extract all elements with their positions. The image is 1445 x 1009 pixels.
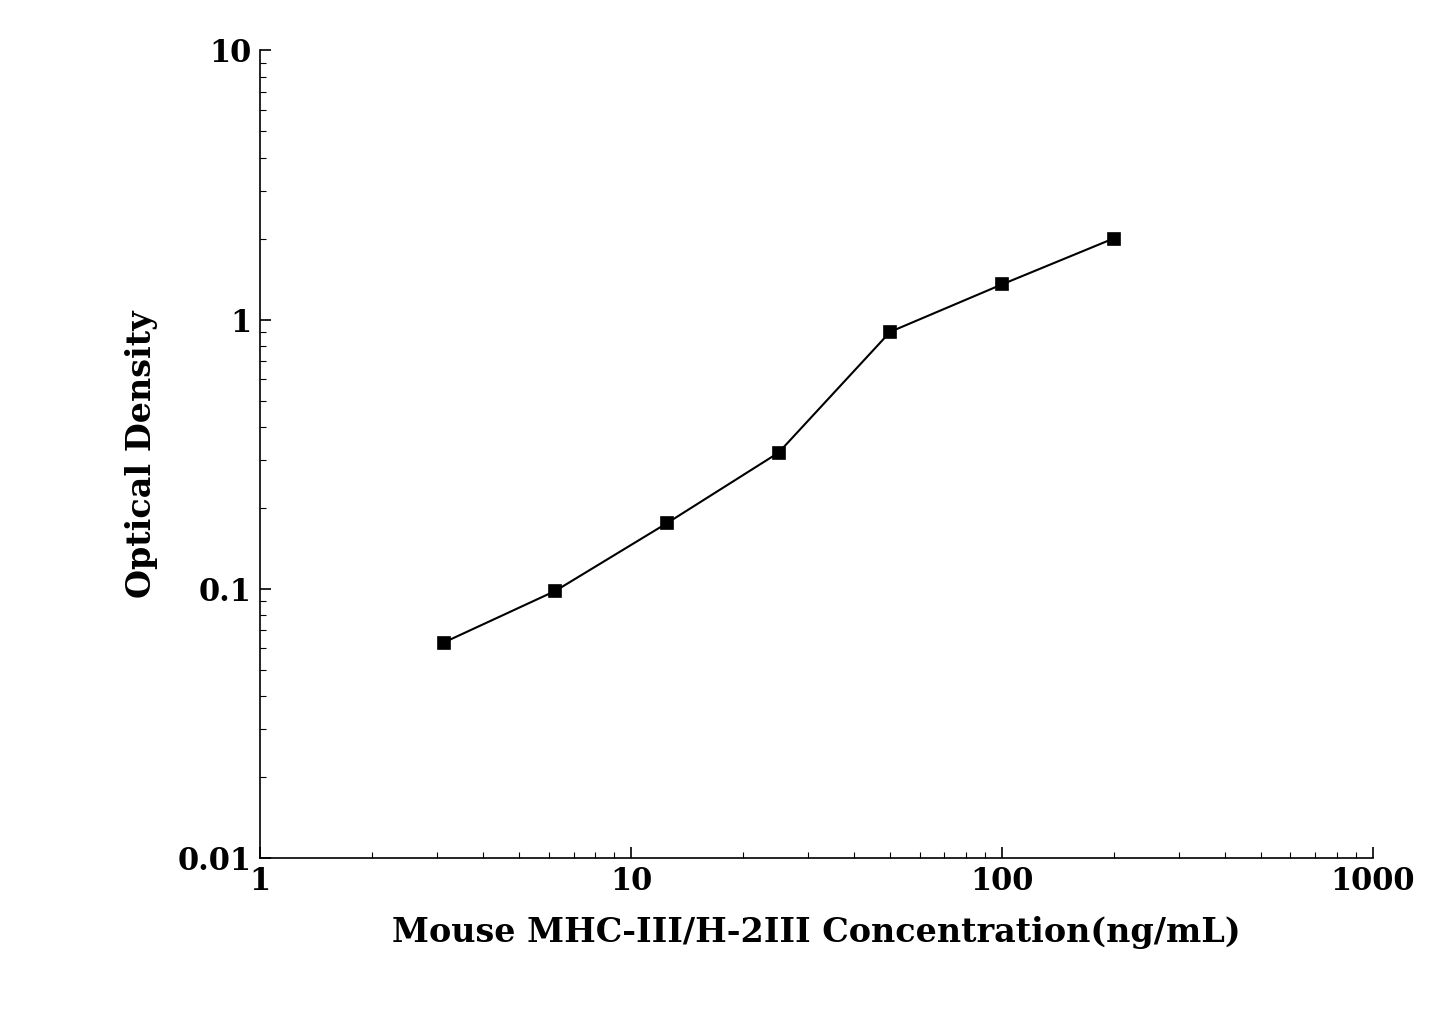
Y-axis label: Optical Density: Optical Density	[126, 310, 159, 598]
X-axis label: Mouse MHC-III/H-2III Concentration(ng/mL): Mouse MHC-III/H-2III Concentration(ng/mL…	[392, 916, 1241, 949]
